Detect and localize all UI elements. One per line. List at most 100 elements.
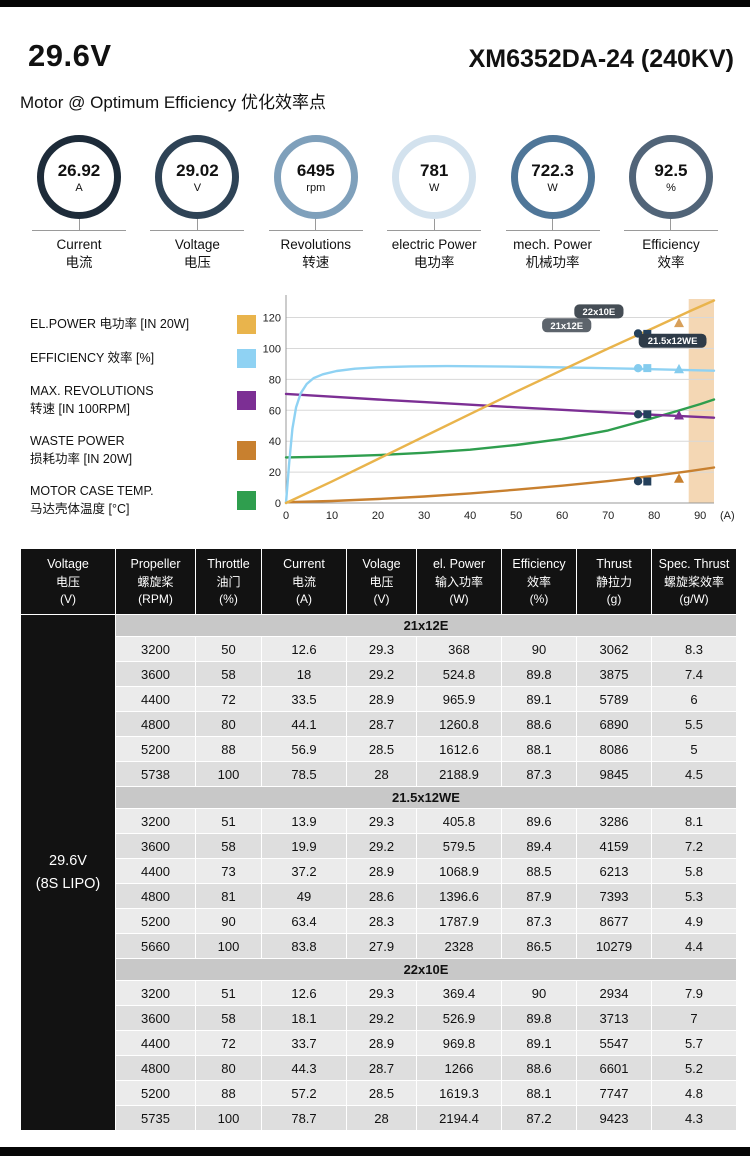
legend-label: MAX. REVOLUTIONS 转速 [IN 100RPM]	[30, 383, 227, 418]
table-cell: 51	[196, 981, 261, 1006]
model-title: XM6352DA-24 (240KV)	[468, 45, 734, 73]
column-header-unit: (%)	[529, 592, 549, 607]
table-cell: 29.3	[347, 981, 416, 1006]
bottom-edge-bar	[0, 1147, 750, 1156]
y-axis-tick-label: 0	[275, 498, 281, 510]
gauge-voltage: 29.02 V Voltage 电压	[144, 135, 250, 271]
table-cell: 2328	[417, 934, 501, 959]
table-body: 29.6V (8S LIPO) 21x12E 3200 50 12.6 29.3 368 90 3…	[21, 615, 736, 1131]
table-cell: 89.6	[502, 809, 576, 834]
prop-badge-22x10E	[574, 304, 624, 319]
table-cell: 28	[347, 1106, 416, 1131]
table-cell: 19.9	[262, 834, 346, 859]
table-cell: 28.7	[347, 712, 416, 737]
table-cell: 88.5	[502, 859, 576, 884]
table-cell: 28.6	[347, 884, 416, 909]
table-cell: 88.1	[502, 1081, 576, 1106]
column-header-en: Thrust	[596, 557, 632, 572]
column-header-current: Current 电流 (A)	[262, 549, 346, 615]
x-axis-tick-label: 90	[694, 510, 706, 522]
gauge-value: 781	[419, 160, 449, 180]
legend-item-1: EFFICIENCY 效率 [%]	[30, 349, 256, 369]
table-cell: 5735	[116, 1106, 195, 1131]
table-cell: 6	[652, 687, 736, 712]
legend-label: EL.POWER 电功率 [IN 20W]	[30, 316, 227, 334]
legend-label-line: EL.POWER 电功率 [IN 20W]	[30, 316, 190, 331]
y-axis-tick-label: 60	[269, 405, 281, 417]
table-cell: 78.7	[262, 1106, 346, 1131]
group-voltage-line: 29.6V	[49, 853, 87, 870]
table-cell: 3875	[577, 662, 651, 687]
column-header-cn: 电压	[55, 575, 80, 590]
table-cell: 28.5	[347, 737, 416, 762]
series-line-efficiency	[284, 364, 716, 505]
x-axis-tick-label: 40	[464, 510, 476, 522]
column-header-en: Spec. Thrust	[658, 557, 730, 572]
table-cell: 1068.9	[417, 859, 501, 884]
subtitle: Motor @ Optimum Efficiency 优化效率点	[20, 93, 326, 112]
table-cell: 28.9	[347, 1031, 416, 1056]
table-cell: 5547	[577, 1031, 651, 1056]
table-row: 5200 88 57.2 28.5 1619.3 88.1 7747 4.8	[21, 1081, 736, 1106]
table-cell: 5.8	[652, 859, 736, 884]
table-cell: 29.3	[347, 809, 416, 834]
table-cell: 72	[196, 687, 261, 712]
legend-label: EFFICIENCY 效率 [%]	[30, 350, 227, 368]
table-cell: 4.3	[652, 1106, 736, 1131]
table-row: 4400 72 33.7 28.9 969.8 89.1 5547 5.7	[21, 1031, 736, 1056]
table-row: 3200 51 12.6 29.3 369.4 90 2934 7.9	[21, 981, 736, 1006]
table-row: 3600 58 18.1 29.2 526.9 89.8 3713 7	[21, 1006, 736, 1031]
table-cell: 1619.3	[417, 1081, 501, 1106]
column-header-cn: 电流	[291, 575, 316, 590]
table-cell: 28.5	[347, 1081, 416, 1106]
gauge-bracket-line	[32, 230, 126, 231]
column-header-cn: 油门	[216, 575, 241, 590]
table-cell: 368	[417, 637, 501, 662]
table-cell: 89.8	[502, 662, 576, 687]
table-cell: 78.5	[262, 762, 346, 787]
table-cell: 58	[196, 1006, 261, 1031]
gauge-unit: V	[193, 181, 202, 194]
table-cell: 44.1	[262, 712, 346, 737]
table-cell: 51	[196, 809, 261, 834]
legend-color-swatch	[237, 491, 256, 511]
table-row: 3200 51 13.9 29.3 405.8 89.6 3286 8.1	[21, 809, 736, 834]
column-header-el-power: el. Power 输入功率 (W)	[417, 549, 501, 615]
gauge-value: 722.3	[531, 160, 574, 180]
table-row: 3200 50 12.6 29.3 368 90 3062 8.3	[21, 637, 736, 662]
table-cell: 4800	[116, 712, 195, 737]
gauge-label-en: Current	[56, 237, 102, 252]
legend-label-line: MAX. REVOLUTIONS	[30, 384, 154, 399]
table-cell: 100	[196, 934, 261, 959]
prop-badge-label: 22x10E	[583, 307, 616, 318]
table-cell: 58	[196, 662, 261, 687]
table-cell: 73	[196, 859, 261, 884]
legend-item-0: EL.POWER 电功率 [IN 20W]	[30, 315, 256, 335]
gauge-connector-line	[433, 219, 435, 230]
legend-label-line: 损耗功率 [IN 20W]	[30, 451, 133, 466]
table-cell: 90	[196, 909, 261, 934]
legend-color-swatch	[237, 349, 256, 369]
table-row: 5200 88 56.9 28.5 1612.6 88.1 8086 5	[21, 737, 736, 762]
prop-badge-label: 21x12E	[550, 321, 583, 332]
table-cell: 87.3	[502, 762, 576, 787]
gauge-connector-line	[78, 219, 80, 230]
gauge-ring: 29.02 V	[155, 135, 240, 219]
gauge-connector-line	[552, 219, 554, 230]
column-header-unit: (W)	[449, 592, 469, 607]
table-cell: 8.1	[652, 809, 736, 834]
table-row: 5660 100 83.8 27.9 2328 86.5 10279 4.4	[21, 934, 736, 959]
spec-table: Voltage 电压 (V) Propeller 螺旋桨 (RPM) Throttle 油门 (…	[20, 548, 737, 1132]
column-header-throttle: Throttle 油门 (%)	[196, 549, 261, 615]
table-cell: 27.9	[347, 934, 416, 959]
marker-21.5x12WE-waste	[674, 473, 684, 483]
marker-22x10E-waste	[633, 477, 643, 486]
table-cell: 13.9	[262, 809, 346, 834]
x-axis-tick-label: 70	[602, 510, 614, 522]
gauge-efficiency: 92.5% Efficiency 效率	[618, 135, 724, 271]
voltage-group-cell: 29.6V (8S LIPO)	[21, 615, 115, 1131]
table-cell: 100	[196, 1106, 261, 1131]
table-cell: 4400	[116, 859, 195, 884]
legend-label-line: 马达壳体温度 [°C]	[30, 501, 130, 516]
